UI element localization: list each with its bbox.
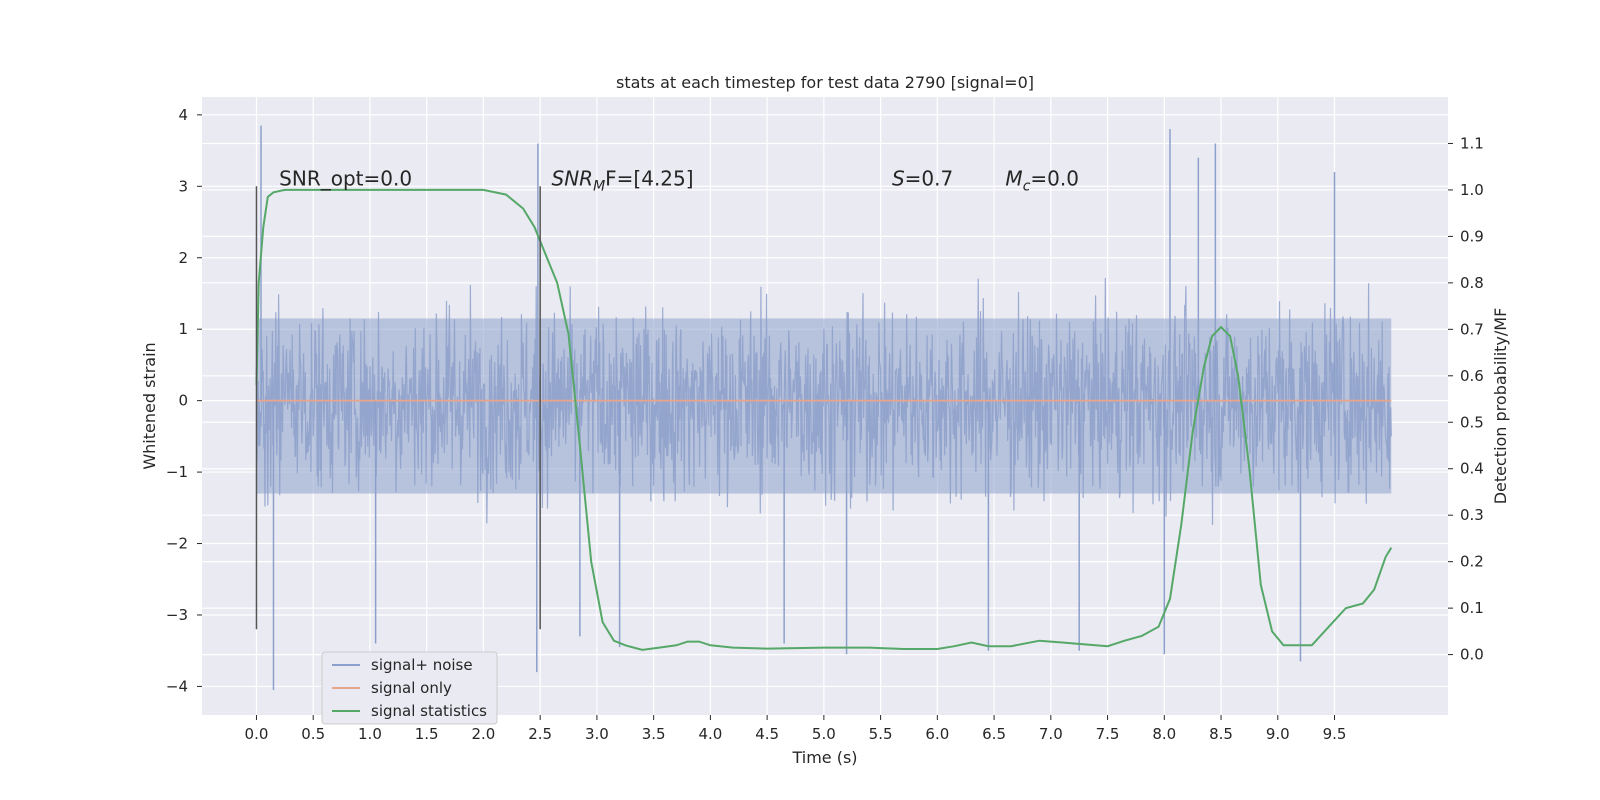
y-tick-label: 1	[178, 320, 188, 338]
x-tick-label: 6.5	[982, 725, 1006, 743]
x-tick-label: 7.0	[1039, 725, 1063, 743]
annotation-mc-after: =0.0	[1030, 166, 1079, 190]
y2-tick-label: 0.3	[1460, 506, 1484, 524]
y2-tick-label: 1.1	[1460, 134, 1484, 152]
y2-tick-label: 0.7	[1460, 320, 1484, 338]
y2-tick-label: 0.8	[1460, 274, 1484, 292]
annotation-snr-mf: SNRMF=[4.25]	[552, 166, 694, 194]
series-signal-noise-band	[256, 318, 1392, 494]
y2-tick-label: 1.0	[1460, 181, 1484, 199]
legend-box	[321, 651, 498, 725]
x-tick-label: 8.0	[1152, 725, 1176, 743]
y2-tick-label: 0.0	[1460, 646, 1484, 664]
x-tick-label: 4.5	[755, 725, 779, 743]
y2-tick-label: 0.6	[1460, 367, 1484, 385]
axis-ticks: 0.0 0.5 1.0 1.5 2.0 2.5 3.0 3.5 4.0 4.5 5.0 5.5 6.0 6…	[166, 106, 1484, 743]
x-tick-label: 7.5	[1096, 725, 1120, 743]
annotation-snr-mf-sub: M	[593, 178, 605, 194]
y-tick-label: −3	[166, 606, 188, 624]
annotation-s: S=0.7	[892, 166, 953, 190]
x-tick-label: 3.5	[642, 725, 666, 743]
y-axis-label: Whitened strain	[140, 342, 159, 469]
x-tick-label: 2.0	[471, 725, 495, 743]
annotation-snr-opt: SNR_opt=0.0	[279, 166, 412, 190]
x-tick-label: 2.5	[528, 725, 552, 743]
y-tick-label: −4	[166, 677, 188, 695]
y-tick-label: 2	[178, 249, 188, 267]
y-tick-label: 4	[178, 106, 188, 124]
annotation-mc: Mc=0.0	[1005, 166, 1079, 194]
annotation-snr-mf-after: F=[4.25]	[605, 166, 693, 190]
chart-title: stats at each timestep for test data 279…	[616, 73, 1034, 92]
annotation-mc-main: M	[1005, 166, 1022, 190]
y2-tick-label: 0.1	[1460, 599, 1484, 617]
x-tick-label: 4.0	[698, 725, 722, 743]
annotation-snr-mf-main: SNR	[552, 166, 594, 190]
x-tick-label: 1.0	[358, 725, 382, 743]
x-tick-label: 5.0	[812, 725, 836, 743]
x-tick-label: 0.5	[301, 725, 325, 743]
annotation-s-after: =0.7	[905, 166, 954, 190]
vertical-markers	[255, 186, 541, 630]
x-tick-label: 5.5	[869, 725, 893, 743]
series-layer	[255, 125, 1393, 690]
y-tick-label: 0	[178, 392, 188, 410]
annotation-s-main: S	[892, 166, 905, 190]
x-tick-label: 3.0	[585, 725, 609, 743]
legend-label-signal-noise: signal+ noise	[371, 656, 473, 674]
y2-tick-label: 0.9	[1460, 227, 1484, 245]
x-tick-label: 9.5	[1323, 725, 1347, 743]
x-tick-label: 9.0	[1266, 725, 1290, 743]
y-tick-label: 3	[178, 177, 188, 195]
series-signal-statistics	[255, 188, 1393, 651]
x-tick-label: 0.0	[245, 725, 269, 743]
x-tick-label: 1.5	[415, 725, 439, 743]
legend-label-signal-statistics: signal statistics	[371, 702, 487, 720]
annotations: SNR_opt=0.0 SNRMF=[4.25] S=0.7 Mc=0.0	[279, 166, 1079, 194]
y2-tick-label: 0.4	[1460, 460, 1484, 478]
legend: signal+ noise signal only signal statist…	[321, 651, 498, 725]
x-tick-label: 8.5	[1209, 725, 1233, 743]
x-axis-label: Time (s)	[791, 748, 857, 767]
y2-axis-label: Detection probability/MF	[1491, 308, 1510, 505]
x-tick-label: 6.0	[925, 725, 949, 743]
y-tick-label: −2	[166, 535, 188, 553]
y2-tick-label: 0.5	[1460, 413, 1484, 431]
y-tick-label: −1	[166, 463, 188, 481]
y2-tick-label: 0.2	[1460, 553, 1484, 571]
legend-label-signal-only: signal only	[371, 679, 452, 697]
annotation-mc-sub: c	[1023, 178, 1031, 194]
